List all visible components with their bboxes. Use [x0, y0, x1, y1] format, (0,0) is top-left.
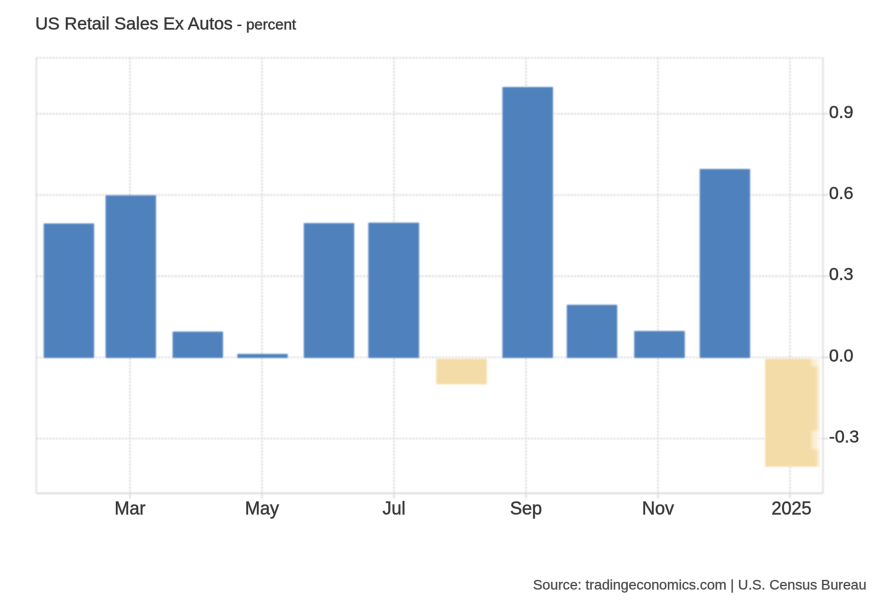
svg-text:Mar: Mar [115, 499, 146, 519]
svg-text:0.0: 0.0 [829, 345, 854, 365]
svg-text:Sep: Sep [510, 499, 542, 519]
svg-text:2025: 2025 [771, 499, 811, 519]
svg-text:-0.3: -0.3 [829, 427, 859, 447]
svg-text:Jul: Jul [382, 499, 405, 519]
svg-text:0.6: 0.6 [829, 183, 853, 203]
svg-text:0.9: 0.9 [829, 102, 853, 122]
svg-text:0.3: 0.3 [829, 264, 853, 284]
svg-text:US Retail Sales Ex Autos - per: US Retail Sales Ex Autos - percent [35, 13, 297, 33]
svg-text:May: May [245, 499, 279, 519]
svg-text:Nov: Nov [642, 499, 674, 519]
svg-text:Source: tradingeconomics.com |: Source: tradingeconomics.com | U.S. Cens… [533, 576, 866, 592]
